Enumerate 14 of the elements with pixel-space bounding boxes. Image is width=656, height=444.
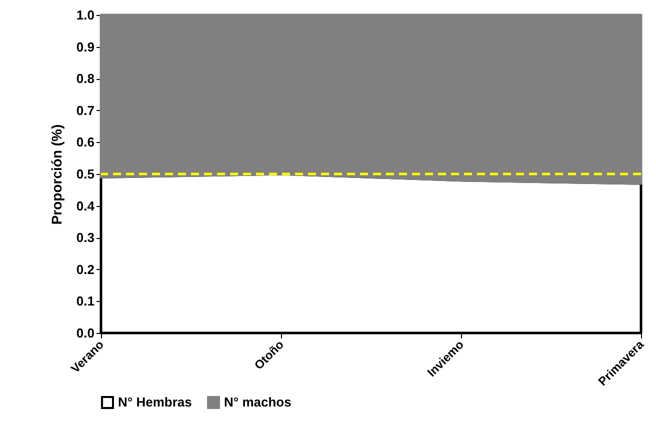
legend-label: N° machos xyxy=(224,394,292,410)
y-tick-label: 0.0 xyxy=(76,326,94,340)
y-tick-label: 1.0 xyxy=(76,8,94,22)
y-tick-label: 0.9 xyxy=(76,39,94,54)
y-tick-label: 0.3 xyxy=(76,230,94,246)
y-tick-label: 0.5 xyxy=(76,166,94,182)
y-tick-label: 0.7 xyxy=(76,102,94,118)
y-tick-label: 0.1 xyxy=(76,294,94,309)
legend-label: N° Hembras xyxy=(118,394,192,410)
y-axis-title: Proporción (%) xyxy=(48,124,64,225)
y-tick-label: 0.4 xyxy=(76,198,96,214)
y-tick-label: 0.8 xyxy=(76,71,94,86)
y-tick-label: 0.6 xyxy=(76,134,94,150)
y-tick-label: 0.2 xyxy=(76,262,94,277)
